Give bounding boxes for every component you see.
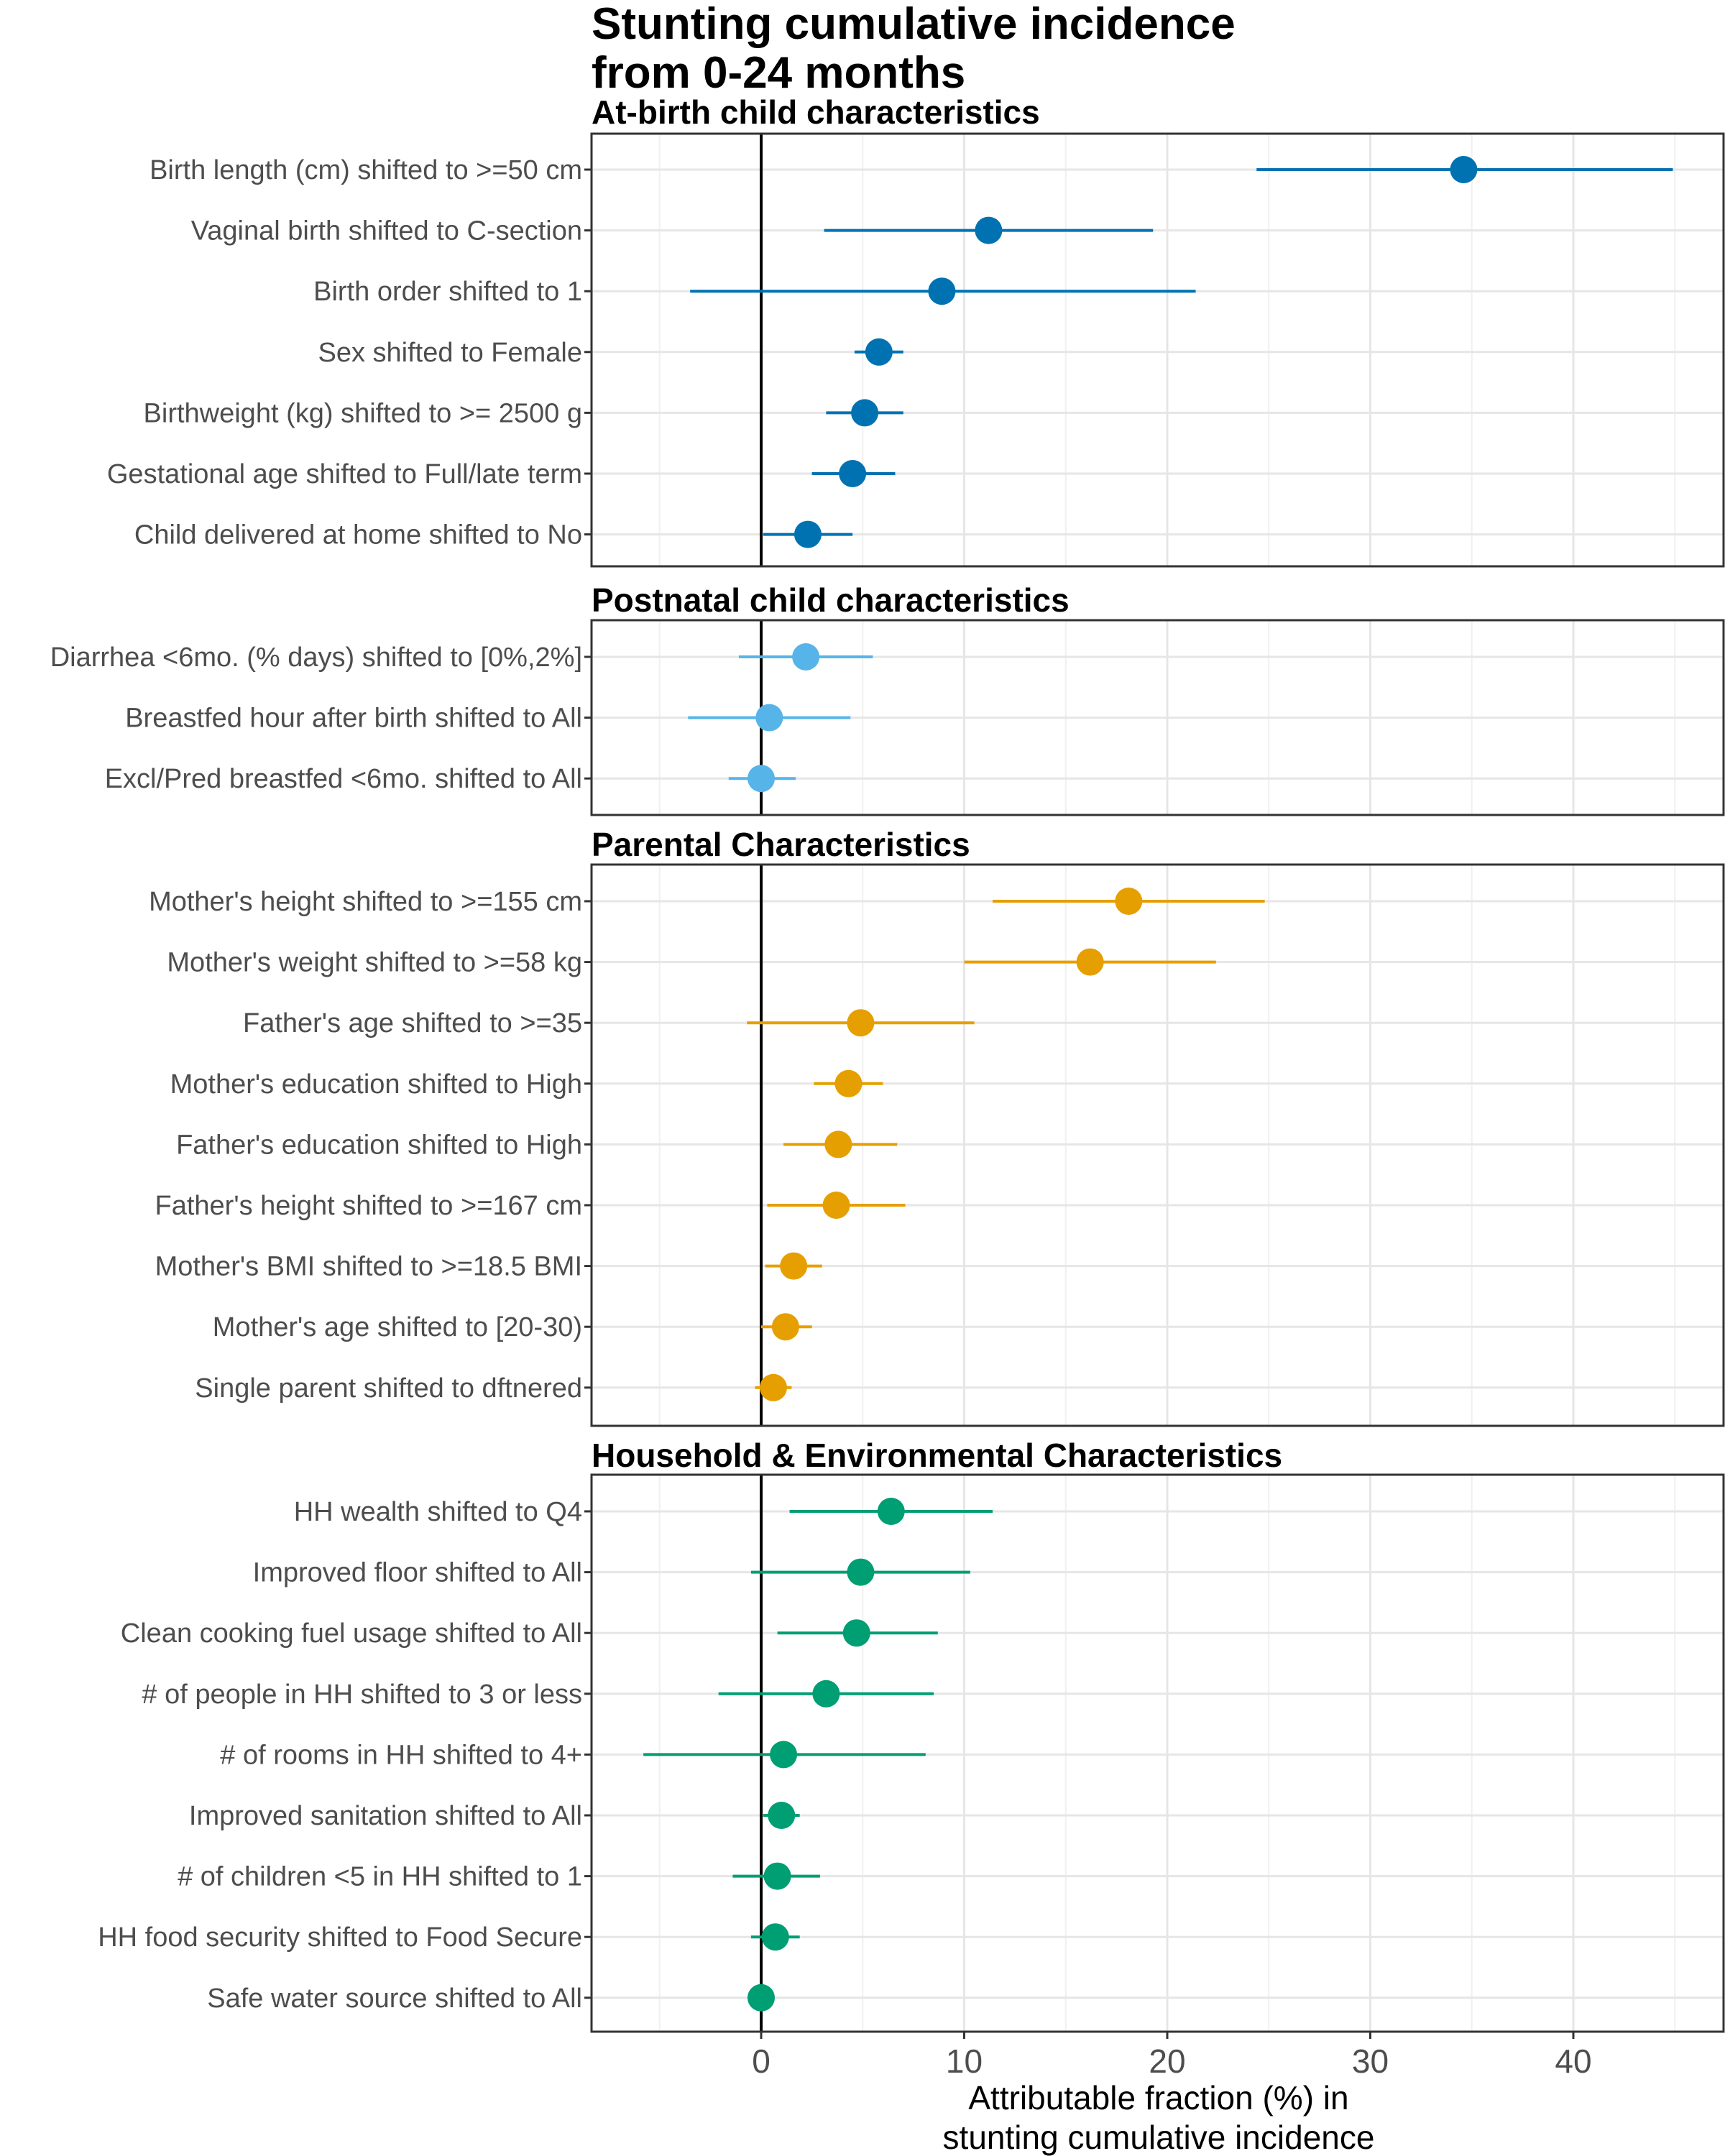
point-estimate	[847, 1009, 875, 1037]
chart-title-line-2: from 0-24 months	[592, 48, 965, 98]
panel: HH wealth shifted to Q4 Improved floor sh…	[98, 1437, 1725, 2033]
row-label: Father's age shifted to >=35	[243, 1008, 582, 1038]
point-estimate	[847, 1558, 875, 1586]
point-estimate	[839, 460, 867, 487]
point-estimate	[1450, 156, 1478, 183]
row-label: Clean cooking fuel usage shifted to All	[121, 1618, 582, 1649]
row-label: Breastfed hour after birth shifted to Al…	[125, 704, 582, 734]
point-estimate	[975, 216, 1003, 244]
point-estimate	[824, 1130, 852, 1158]
point-estimate	[761, 1923, 789, 1951]
x-axis: 0 10 20 30 40	[752, 2032, 1592, 2080]
point-estimate	[865, 338, 893, 366]
point-estimate	[794, 520, 822, 548]
row-label: # of people in HH shifted to 3 or less	[142, 1680, 582, 1710]
panel-title: Household & Environmental Characteristic…	[592, 1437, 1282, 1474]
row-label: Birth length (cm) shifted to >=50 cm	[150, 155, 582, 185]
row-label: # of rooms in HH shifted to 4+	[220, 1740, 582, 1770]
point-estimate	[1076, 948, 1104, 976]
panel-border	[590, 863, 1725, 1427]
x-axis-title-line-2: stunting cumulative incidence	[943, 2119, 1375, 2156]
row-label: Vaginal birth shifted to C-section	[191, 216, 582, 247]
panel-title: Parental Characteristics	[592, 826, 970, 863]
row-label: Father's education shifted to High	[176, 1130, 582, 1160]
panel-title: Postnatal child characteristics	[592, 581, 1070, 619]
point-estimate	[1115, 888, 1143, 915]
row-label: Sex shifted to Female	[318, 338, 582, 368]
point-estimate	[759, 1373, 787, 1401]
point-estimate	[792, 643, 820, 671]
point-estimate	[770, 1741, 798, 1769]
row-label: Safe water source shifted to All	[207, 1984, 582, 2014]
row-label: Gestational age shifted to Full/late ter…	[107, 459, 582, 489]
point-estimate	[822, 1192, 850, 1219]
row-label: Mother's education shifted to High	[170, 1069, 582, 1100]
row-label: Improved sanitation shifted to All	[189, 1801, 582, 1831]
point-estimate	[851, 399, 879, 427]
point-estimate	[748, 1984, 775, 2012]
point-estimate	[928, 277, 956, 305]
panel: Mother's height shifted to >=155 cm Mothe…	[149, 826, 1725, 1427]
row-label: Improved floor shifted to All	[253, 1558, 582, 1588]
row-label: Birthweight (kg) shifted to >= 2500 g	[144, 398, 582, 428]
row-label: Mother's weight shifted to >=58 kg	[167, 948, 582, 978]
row-label: Child delivered at home shifted to No	[134, 520, 582, 550]
panels: Birth length (cm) shifted to >=50 cm Vagi…	[50, 93, 1725, 2033]
panel-border	[590, 132, 1725, 568]
row-label: Mother's height shifted to >=155 cm	[149, 887, 582, 917]
row-label: Mother's age shifted to [20-30)	[213, 1312, 582, 1342]
panel: Birth length (cm) shifted to >=50 cm Vagi…	[107, 93, 1725, 568]
row-label: Single parent shifted to dftnered	[195, 1373, 582, 1404]
row-label: Mother's BMI shifted to >=18.5 BMI	[155, 1252, 582, 1282]
point-estimate	[763, 1862, 791, 1890]
point-estimate	[780, 1252, 808, 1280]
row-label: Birth order shifted to 1	[313, 277, 582, 307]
panel: Diarrhea <6mo. (% days) shifted to [0%,2…	[50, 581, 1725, 816]
point-estimate	[771, 1313, 799, 1341]
x-axis-title-line-1: Attributable fraction (%) in	[968, 2079, 1348, 2116]
row-label: # of children <5 in HH shifted to 1	[178, 1862, 582, 1892]
point-estimate	[755, 704, 783, 732]
point-estimate	[812, 1680, 840, 1708]
panel-title: At-birth child characteristics	[592, 93, 1040, 131]
x-tick-label: 0	[752, 2042, 770, 2080]
point-estimate	[748, 765, 775, 793]
x-tick-label: 10	[946, 2042, 983, 2080]
point-estimate	[877, 1498, 905, 1525]
row-label: HH food security shifted to Food Secure	[98, 1922, 582, 1953]
point-estimate	[842, 1619, 870, 1647]
x-tick-label: 30	[1352, 2042, 1389, 2080]
point-estimate	[834, 1069, 862, 1097]
chart-title-line-1: Stunting cumulative incidence	[592, 0, 1236, 49]
point-estimate	[768, 1802, 796, 1829]
x-tick-label: 20	[1149, 2042, 1185, 2080]
x-tick-label: 40	[1555, 2042, 1591, 2080]
row-label: HH wealth shifted to Q4	[294, 1497, 582, 1527]
panel-border	[590, 619, 1725, 816]
panel-background	[592, 134, 1724, 566]
row-label: Diarrhea <6mo. (% days) shifted to [0%,2…	[50, 642, 582, 673]
panel-border	[590, 1473, 1725, 2033]
row-label: Excl/Pred breastfed <6mo. shifted to All	[105, 764, 582, 794]
row-label: Father's height shifted to >=167 cm	[155, 1191, 583, 1221]
